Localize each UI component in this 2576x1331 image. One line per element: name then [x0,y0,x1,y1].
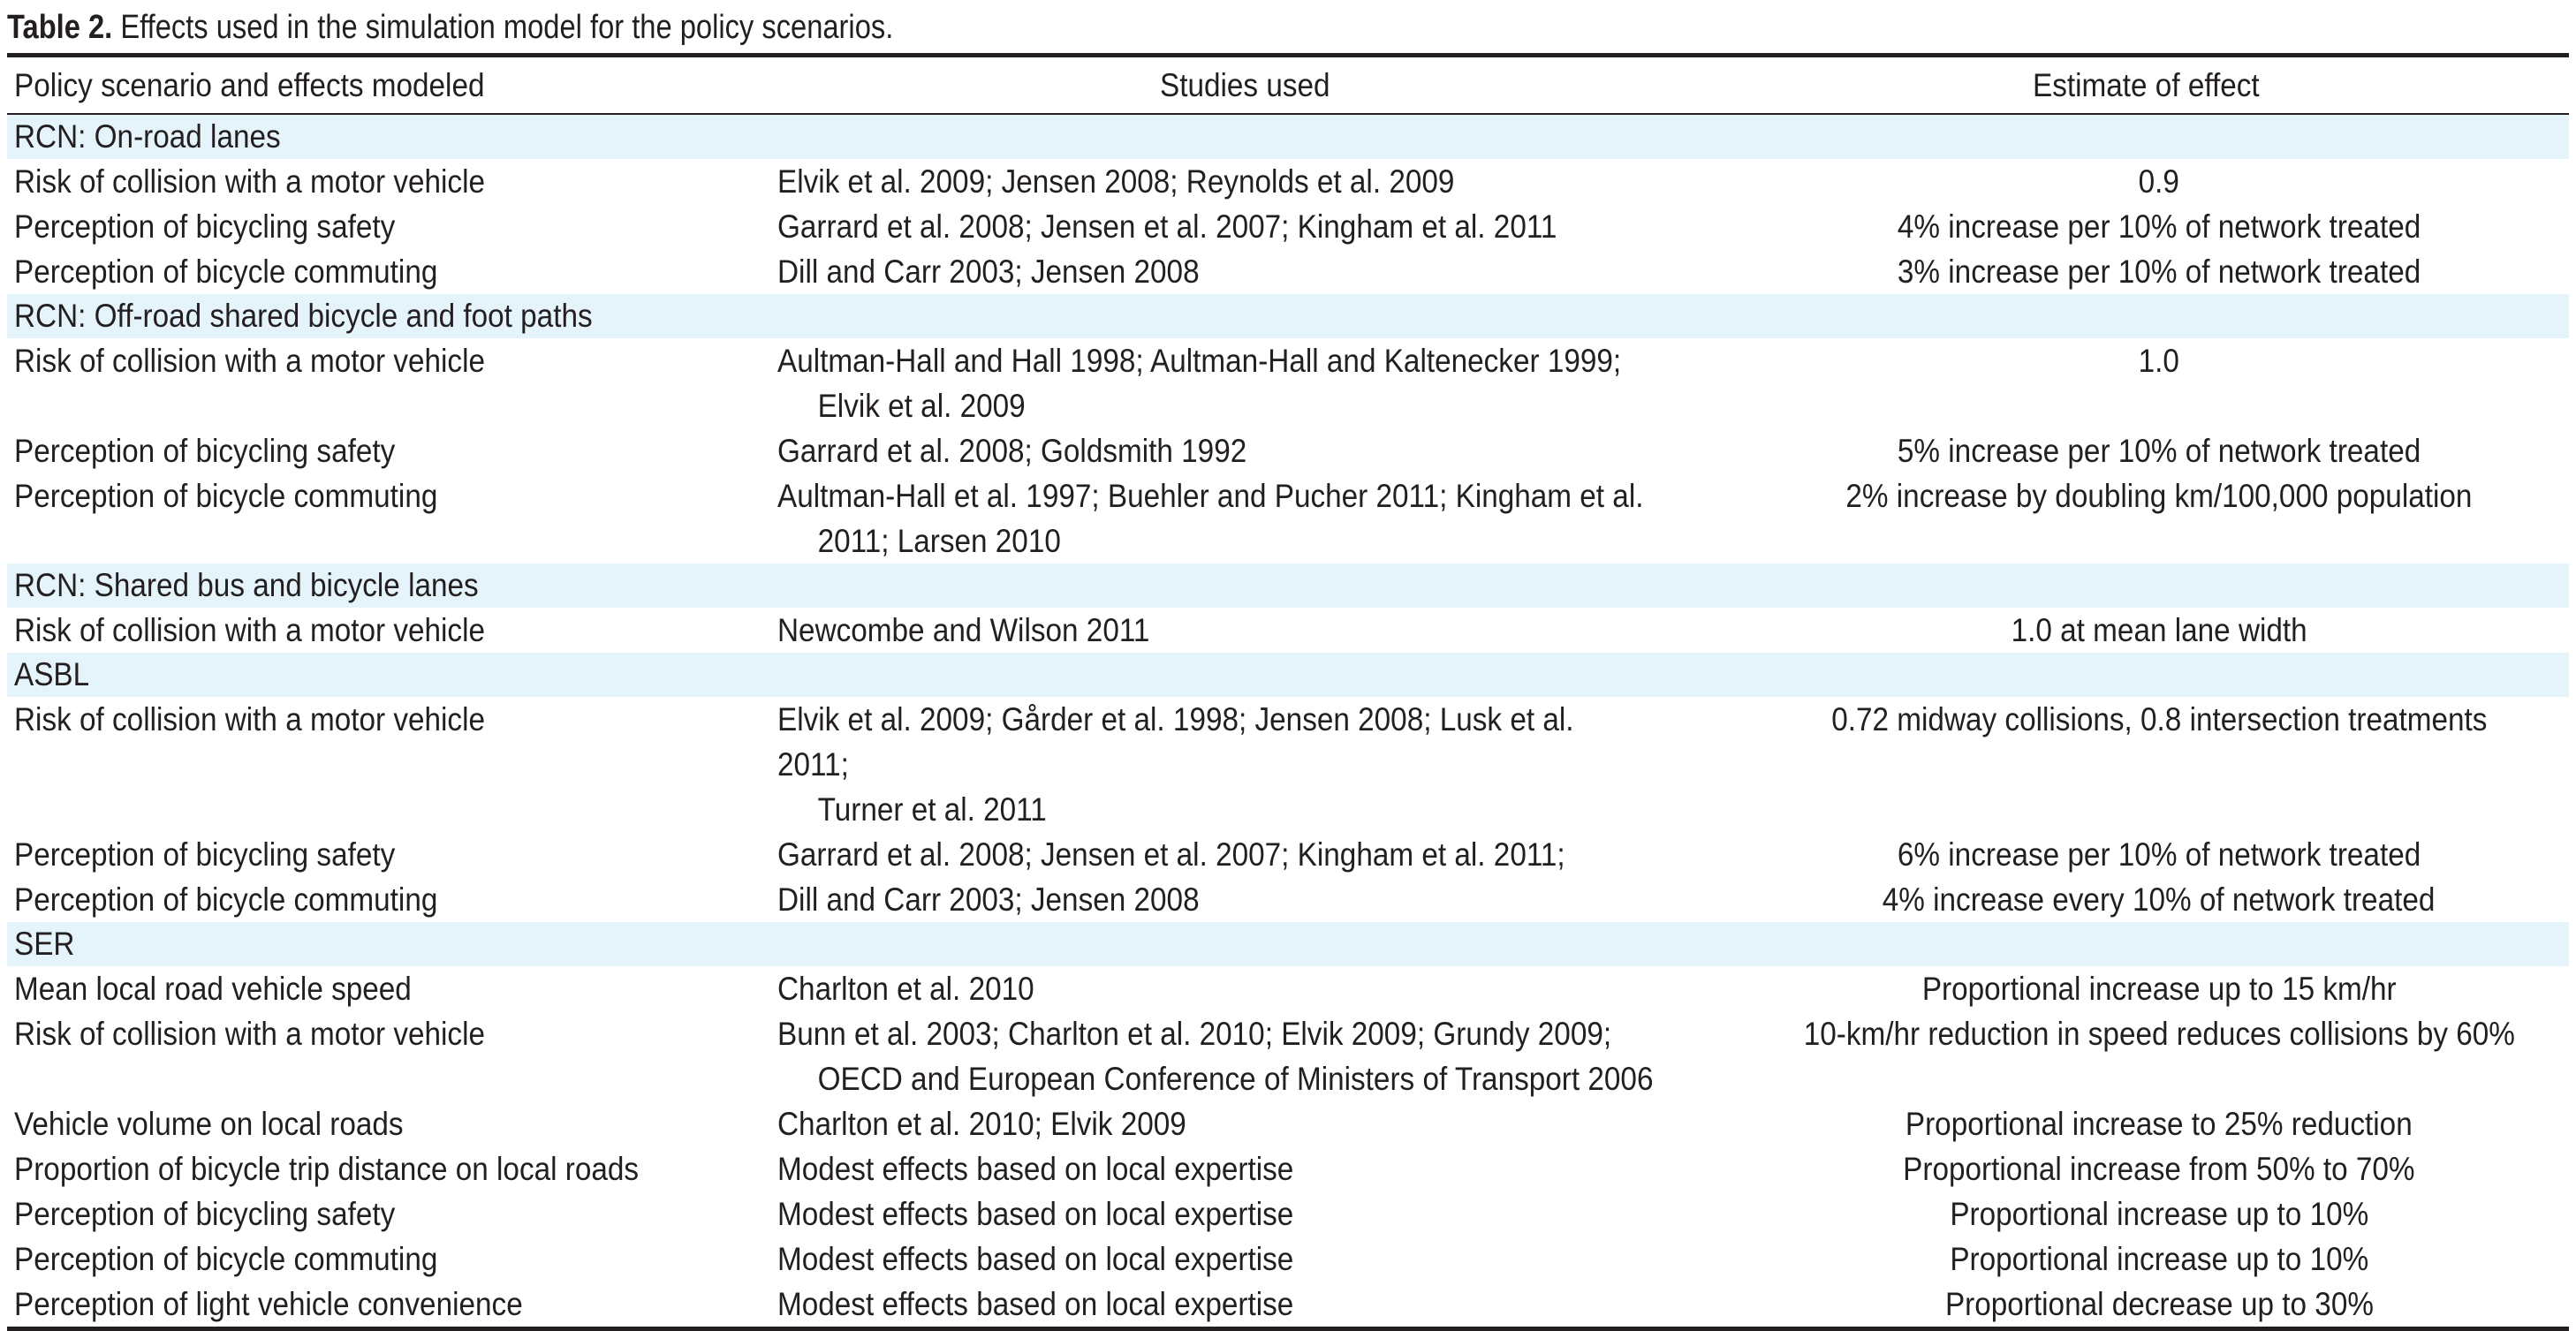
table-row: Risk of collision with a motor vehicle Au… [7,338,2569,428]
effect-cell: Perception of bicycling safety [14,433,396,469]
studies-cell: Newcombe and Wilson 2011 [777,612,1150,648]
section-row: RCN: Shared bus and bicycle lanes [7,563,2569,608]
effect-cell: Vehicle volume on local roads [14,1106,404,1142]
estimate-cell: Proportional increase up to 15 km/hr [1921,971,2397,1007]
caption-label: Table 2. [7,9,113,46]
section-title: ASBL [7,653,2569,697]
effect-cell: Perception of bicycling safety [14,1196,396,1232]
effect-cell: Risk of collision with a motor vehicle [14,1016,485,1052]
table-row: Risk of collision with a motor vehicle El… [7,697,2569,832]
table-row: Perception of bicycling safety Modest eff… [7,1191,2569,1236]
header-row: Policy scenario and effects modeled Stud… [7,55,2569,115]
effect-cell: Risk of collision with a motor vehicle [14,701,485,737]
studies-cell: Modest effects based on local expertise [777,1286,1294,1322]
table-row: Risk of collision with a motor vehicle El… [7,159,2569,204]
table-row: Perception of bicycle commuting Aultman-H… [7,473,2569,563]
section-row: RCN: Off-road shared bicycle and foot pa… [7,294,2569,338]
effect-cell: Perception of bicycle commuting [14,253,438,290]
effect-cell: Perception of bicycle commuting [14,478,438,514]
section-row: ASBL [7,653,2569,697]
table-row: Perception of bicycle commuting Dill and … [7,249,2569,294]
estimate-cell: 1.0 [2138,343,2180,379]
estimate-cell: Proportional increase from 50% to 70% [1903,1151,2415,1187]
table-row: Perception of light vehicle convenience M… [7,1282,2569,1329]
section-row: RCN: On-road lanes [7,114,2569,159]
effect-cell: Perception of bicycle commuting [14,881,438,918]
estimate-cell: 2% increase by doubling km/100,000 popul… [1845,478,2473,514]
estimate-cell: 1.0 at mean lane width [2011,612,2307,648]
effect-cell: Risk of collision with a motor vehicle [14,163,485,200]
estimate-cell: 0.9 [2138,163,2180,200]
studies-cell: Modest effects based on local expertise [777,1196,1294,1232]
table-row: Perception of bicycling safety Garrard et… [7,832,2569,877]
estimate-cell: 0.72 midway collisions, 0.8 intersection… [1830,701,2488,737]
studies-cell: Aultman-Hall and Hall 1998; Aultman-Hall… [777,343,1622,424]
table-row: Vehicle volume on local roads Charlton et… [7,1101,2569,1146]
section-row: SER [7,922,2569,966]
section-title: RCN: On-road lanes [7,114,2569,159]
table-row: Proportion of bicycle trip distance on l… [7,1146,2569,1191]
table-row: Risk of collision with a motor vehicle Bu… [7,1011,2569,1101]
header-estimate-of-effect: Estimate of effect [1749,55,2569,115]
table-row: Risk of collision with a motor vehicle Ne… [7,608,2569,653]
estimate-cell: 5% increase per 10% of network treated [1897,433,2421,469]
table-row: Perception of bicycling safety Garrard et… [7,428,2569,473]
studies-cell: Bunn et al. 2003; Charlton et al. 2010; … [777,1016,1654,1097]
effect-cell: Proportion of bicycle trip distance on l… [14,1151,640,1187]
effect-cell: Risk of collision with a motor vehicle [14,343,485,379]
studies-cell: Dill and Carr 2003; Jensen 2008 [777,253,1200,290]
table-header: Policy scenario and effects modeled Stud… [7,55,2569,115]
studies-cell: Elvik et al. 2009; Jensen 2008; Reynolds… [777,163,1455,200]
section-title: SER [7,922,2569,966]
effect-cell: Mean local road vehicle speed [14,971,412,1007]
estimate-cell: 6% increase per 10% of network treated [1897,836,2421,873]
estimate-cell: 3% increase per 10% of network treated [1897,253,2421,290]
studies-cell: Garrard et al. 2008; Jensen et al. 2007;… [777,836,1565,873]
studies-cell: Elvik et al. 2009; Gårder et al. 1998; J… [777,701,1574,828]
caption-text: Effects used in the simulation model for… [112,9,894,46]
effects-table: Policy scenario and effects modeled Stud… [7,53,2569,1331]
header-studies-used: Studies used [760,55,1749,115]
studies-cell: Charlton et al. 2010; Elvik 2009 [777,1106,1186,1142]
estimate-cell: 4% increase per 10% of network treated [1897,208,2421,245]
studies-cell: Dill and Carr 2003; Jensen 2008 [777,881,1200,918]
table-row: Perception of bicycle commuting Dill and … [7,877,2569,922]
header-policy-scenario: Policy scenario and effects modeled [7,55,760,115]
estimate-cell: Proportional increase to 25% reduction [1905,1106,2413,1142]
effect-cell: Perception of bicycle commuting [14,1241,438,1277]
table-row: Perception of bicycling safety Garrard et… [7,204,2569,249]
estimate-cell: Proportional increase up to 10% [1950,1196,2368,1232]
table-row: Perception of bicycle commuting Modest ef… [7,1236,2569,1282]
estimate-cell: Proportional increase up to 10% [1950,1241,2368,1277]
table-caption: Table 2. Effects used in the simulation … [7,7,893,48]
effect-cell: Risk of collision with a motor vehicle [14,612,485,648]
studies-cell: Modest effects based on local expertise [777,1241,1294,1277]
studies-cell: Modest effects based on local expertise [777,1151,1294,1187]
estimate-cell: 10-km/hr reduction in speed reduces coll… [1803,1016,2515,1052]
estimate-cell: 4% increase every 10% of network treated [1883,881,2436,918]
section-title: RCN: Shared bus and bicycle lanes [7,563,2569,608]
section-title: RCN: Off-road shared bicycle and foot pa… [7,294,2569,338]
studies-cell: Garrard et al. 2008; Goldsmith 1992 [777,433,1247,469]
table-row: Mean local road vehicle speed Charlton et… [7,966,2569,1011]
table-body: RCN: On-road lanes Risk of collision with… [7,114,2569,1329]
effect-cell: Perception of light vehicle convenience [14,1286,523,1322]
studies-cell: Aultman-Hall et al. 1997; Buehler and Pu… [777,478,1644,559]
effect-cell: Perception of bicycling safety [14,208,396,245]
estimate-cell: Proportional decrease up to 30% [1944,1286,2374,1322]
effect-cell: Perception of bicycling safety [14,836,396,873]
studies-cell: Charlton et al. 2010 [777,971,1034,1007]
studies-cell: Garrard et al. 2008; Jensen et al. 2007;… [777,208,1557,245]
